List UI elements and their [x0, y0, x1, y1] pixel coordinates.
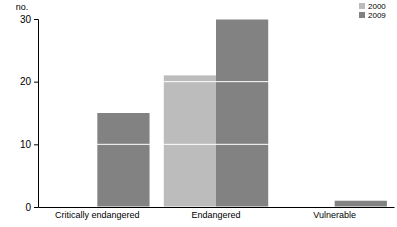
- grid-line: [38, 144, 394, 145]
- y-tick: 20: [20, 76, 38, 87]
- bars: [97, 19, 387, 207]
- x-tick: Critically endangered: [55, 207, 140, 220]
- y-tick-mark: [34, 144, 38, 145]
- y-tick: 0: [25, 202, 38, 213]
- y-tick-label: 10: [20, 139, 32, 150]
- grid-line: [38, 19, 394, 20]
- grid-line: [38, 207, 394, 208]
- bar: [335, 201, 387, 207]
- legend-entry: 2000: [359, 2, 386, 11]
- y-tick-mark: [34, 82, 38, 83]
- plot: 0 10 20 30 Critically endangered Endangered Vu…: [20, 14, 395, 221]
- chart: 0 10 20 30 Critically endangered Endangered Vu…: [0, 0, 397, 227]
- x-tick-label: Vulnerable: [313, 210, 356, 220]
- x-tick: Vulnerable: [313, 207, 356, 220]
- y-tick: 30: [20, 14, 38, 25]
- legend-entry: 2009: [359, 11, 386, 20]
- legend-label: 2009: [368, 11, 386, 20]
- y-tick-mark: [34, 19, 38, 20]
- y-axis-line: [34, 20, 39, 208]
- legend-label: 2000: [368, 2, 386, 11]
- x-tick-label: Critically endangered: [55, 210, 140, 220]
- grid: [38, 19, 394, 207]
- y-tick-label: 0: [25, 202, 31, 213]
- bar: [97, 113, 149, 207]
- x-axis: Critically endangered Endangered Vulnerabl…: [39, 207, 395, 220]
- x-tick: Endangered: [191, 207, 240, 220]
- x-axis-line: [39, 207, 395, 208]
- x-tick-label: Endangered: [191, 210, 240, 220]
- legend-swatch: [359, 3, 365, 9]
- y-label: no.: [16, 2, 29, 12]
- y-axis: 0 10 20 30: [20, 14, 39, 213]
- bar: [164, 75, 216, 207]
- y-tick-label: 30: [20, 14, 32, 25]
- legend-swatch: [359, 12, 365, 18]
- bar: [216, 19, 268, 207]
- legend: 20002009: [359, 2, 386, 20]
- y-tick-mark: [34, 207, 38, 208]
- y-tick-label: 20: [20, 76, 32, 87]
- grid-line: [38, 81, 394, 82]
- y-tick: 10: [20, 139, 38, 150]
